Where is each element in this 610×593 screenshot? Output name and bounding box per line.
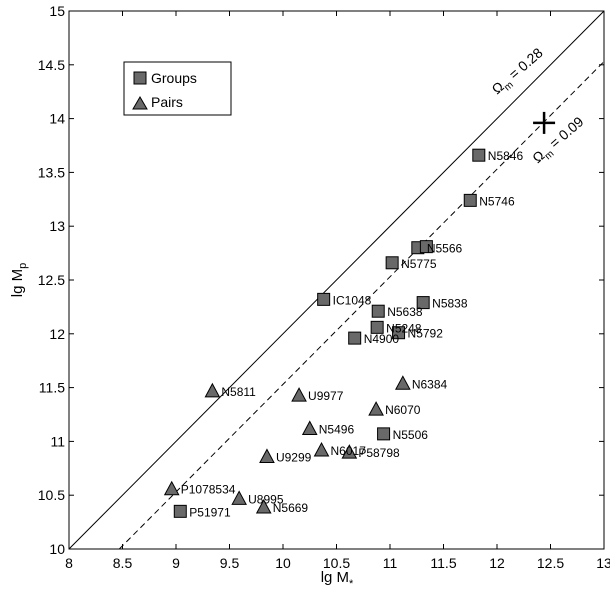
pair-point xyxy=(395,375,411,390)
y-tick-label: 11 xyxy=(50,433,65,449)
x-tick-label: 8.5 xyxy=(113,555,133,571)
legend-groups-marker xyxy=(133,71,147,85)
point-label: U9299 xyxy=(276,450,312,464)
x-tick-label: 11.5 xyxy=(430,555,456,571)
point-label: U8995 xyxy=(248,492,284,506)
point-label: N5248 xyxy=(386,321,422,335)
axis-ticks xyxy=(68,10,605,550)
y-tick-label: 12.5 xyxy=(38,272,65,288)
point-label: U9977 xyxy=(308,389,344,403)
x-tick-label: 10 xyxy=(275,555,291,571)
y-tick-label: 15 xyxy=(49,3,65,19)
reference-line-solid xyxy=(69,11,604,549)
legend-pairs-marker xyxy=(132,96,148,110)
x-tick-label: 12.5 xyxy=(537,555,564,571)
reference-line-label: Ωm = 0.28 xyxy=(488,44,548,100)
y-tick-label: 13 xyxy=(49,218,65,234)
group-point xyxy=(371,304,385,318)
pair-point xyxy=(291,387,307,402)
y-axis-label: lg Mp xyxy=(9,263,29,297)
x-tick-label: 9.5 xyxy=(220,555,240,571)
group-point xyxy=(419,240,433,254)
y-tick-label: 10 xyxy=(49,541,65,557)
point-label: N5811 xyxy=(221,385,256,399)
x-tick-label: 12 xyxy=(489,555,505,571)
legend-pairs-label: Pairs xyxy=(151,94,183,110)
point-label: P51971 xyxy=(189,505,231,519)
x-tick-label: 13 xyxy=(596,555,610,571)
point-label: P1078534 xyxy=(181,483,236,497)
x-tick-label: 8 xyxy=(65,555,73,571)
group-point xyxy=(392,326,406,340)
pair-point xyxy=(231,490,247,505)
pair-point xyxy=(163,480,180,496)
group-point xyxy=(463,193,477,207)
cross-marker xyxy=(533,111,556,134)
reference-lines xyxy=(69,11,604,549)
tick-labels: 8 8.5 9 9.5 10 10.5 11 11.5 12 12.5 13 10 10.5 11 11.5… xyxy=(38,3,610,571)
y-tick-label: 10.5 xyxy=(38,487,65,503)
point-label: N5506 xyxy=(393,428,429,442)
group-point xyxy=(317,292,331,306)
point-label: N5669 xyxy=(273,501,309,515)
point-label: IC1048 xyxy=(333,293,372,307)
pair-point xyxy=(313,441,330,457)
point-label: N5846 xyxy=(488,149,524,163)
point-label: N5838 xyxy=(432,297,468,311)
pair-point xyxy=(341,444,358,459)
y-tick-label: 12 xyxy=(49,326,65,342)
point-label: N4900 xyxy=(364,332,400,346)
data-points xyxy=(163,148,486,518)
x-tick-label: 11 xyxy=(383,555,398,571)
point-label: N5792 xyxy=(408,327,444,341)
pair-point xyxy=(301,420,318,435)
group-point xyxy=(472,148,486,162)
legend: Groups Pairs xyxy=(123,61,232,116)
group-point xyxy=(385,256,399,270)
reference-line-dashed xyxy=(118,61,604,549)
y-tick-label: 14 xyxy=(49,111,65,127)
group-point xyxy=(348,331,362,345)
y-tick-label: 13.5 xyxy=(38,164,65,180)
point-label: N6384 xyxy=(412,377,448,391)
group-point xyxy=(377,427,391,441)
point-label: N6070 xyxy=(385,403,421,417)
point-label: N5746 xyxy=(479,194,515,208)
point-label: N5566 xyxy=(427,242,463,256)
x-axis-label: lg M* xyxy=(321,569,354,590)
group-point xyxy=(416,296,430,310)
pair-point xyxy=(368,401,384,416)
point-label: N5638 xyxy=(387,305,423,319)
x-tick-label: 10.5 xyxy=(323,555,350,571)
point-label: N5496 xyxy=(319,422,355,436)
pair-point xyxy=(259,448,275,463)
group-point xyxy=(370,320,384,334)
point-label: N5775 xyxy=(401,257,437,271)
point-label: N6017 xyxy=(331,444,367,458)
point-label: P58798 xyxy=(358,446,400,460)
group-point xyxy=(173,504,187,518)
y-tick-label: 11.5 xyxy=(39,380,65,396)
y-tick-label: 14.5 xyxy=(38,57,65,73)
pair-point xyxy=(255,498,272,514)
pair-point xyxy=(204,382,221,398)
reference-line-label: Ωm = 0.09 xyxy=(529,113,589,169)
legend-groups-label: Groups xyxy=(151,70,197,86)
x-tick-label: 9 xyxy=(172,555,180,571)
